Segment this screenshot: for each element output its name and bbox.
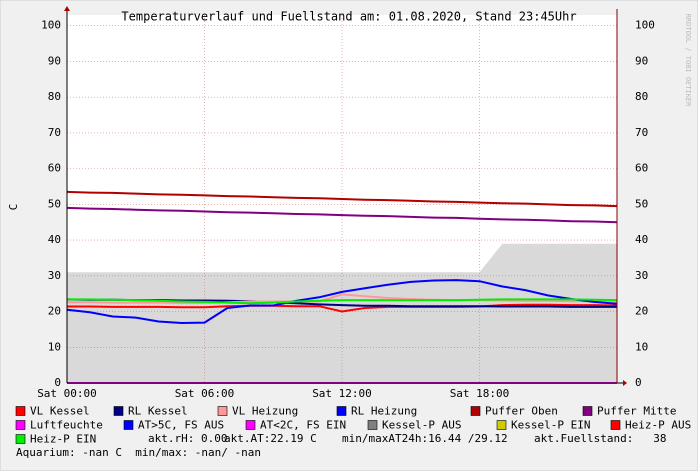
- y-tick-label: 70: [48, 126, 61, 139]
- x-axis-arrow: [623, 380, 627, 386]
- y-tick-label: 80: [48, 90, 61, 103]
- legend-label: Luftfeuchte: [30, 419, 103, 432]
- legend-swatch: [15, 420, 26, 430]
- x-tick-label: Sat 12:00: [312, 387, 372, 400]
- legend-swatch: [123, 420, 134, 430]
- legend-label: Heiz-P AUS: [625, 419, 691, 432]
- y-axis-label: C: [7, 204, 20, 211]
- legend-label: Puffer Mitte: [597, 405, 676, 418]
- legend-label: AT<2C, FS EIN: [260, 419, 346, 432]
- chart-title: Temperaturverlauf und Fuellstand am: 01.…: [121, 10, 576, 24]
- annotation: akt.AT:22.19 C: [224, 432, 317, 445]
- legend-swatch: [582, 406, 593, 416]
- y2-tick-label: 30: [635, 269, 648, 282]
- y-axis-arrow: [64, 6, 70, 11]
- x-tick-label: Sat 06:00: [175, 387, 235, 400]
- legend-label: Heiz-P EIN: [30, 433, 96, 446]
- legend-swatch: [336, 406, 347, 416]
- y-tick-label: 30: [48, 269, 61, 282]
- line: [67, 293, 618, 304]
- legend-label: Kessel-P EIN: [511, 419, 590, 432]
- y-tick-label: 60: [48, 162, 61, 175]
- legend-swatch: [113, 406, 124, 416]
- legend-swatch: [15, 434, 26, 444]
- legend-swatch: [496, 420, 507, 430]
- line: [66, 190, 618, 208]
- y2-tick-label: 70: [635, 126, 648, 139]
- legend-label: AT>5C, FS AUS: [138, 419, 224, 432]
- y-tick-label: 90: [48, 54, 61, 67]
- y-tick-label: 0: [54, 376, 61, 389]
- legend-label: RL Kessel: [128, 405, 188, 418]
- y-tick-label: 20: [48, 305, 61, 318]
- legend-swatch: [470, 406, 481, 416]
- annotation: min/maxAT24h:16.44 /29.12: [342, 432, 508, 445]
- area: [67, 243, 617, 383]
- line: [66, 206, 618, 224]
- y2-tick-label: 50: [635, 197, 648, 210]
- y-tick-label: 10: [48, 340, 61, 353]
- line: [66, 279, 618, 325]
- legend-label: VL Kessel: [30, 405, 90, 418]
- x-tick-label: Sat 00:00: [37, 387, 97, 400]
- y-tick-label: 50: [48, 197, 61, 210]
- legend-label: VL Heizung: [232, 405, 298, 418]
- y2-tick-label: 100: [635, 19, 655, 32]
- legend-swatch: [367, 420, 378, 430]
- y2-tick-label: 0: [635, 376, 642, 389]
- legend-label: Puffer Oben: [485, 405, 558, 418]
- line: [67, 298, 618, 305]
- annotation: akt.Fuellstand: 38: [534, 432, 666, 445]
- annotation: Aquarium: -nan C min/max: -nan/ -nan: [16, 446, 261, 459]
- legend-swatch: [610, 420, 621, 430]
- line: [67, 303, 618, 313]
- y-tick-label: 100: [41, 19, 61, 32]
- y2-tick-label: 40: [635, 233, 648, 246]
- y-tick-label: 40: [48, 233, 61, 246]
- y2-tick-label: 80: [635, 90, 648, 103]
- watermark: RRDTOOL / TOBI OETIKER: [684, 14, 692, 108]
- annotation: akt.rH: 0.00: [148, 432, 227, 445]
- legend-label: RL Heizung: [351, 405, 417, 418]
- legend-label: Kessel-P AUS: [382, 419, 461, 432]
- legend-swatch: [217, 406, 228, 416]
- legend-swatch: [245, 420, 256, 430]
- y2-tick-label: 60: [635, 162, 648, 175]
- y2-tick-label: 10: [635, 340, 648, 353]
- legend-swatch: [15, 406, 26, 416]
- y2-tick-label: 20: [635, 305, 648, 318]
- y2-tick-label: 90: [635, 54, 648, 67]
- x-tick-label: Sat 18:00: [450, 387, 510, 400]
